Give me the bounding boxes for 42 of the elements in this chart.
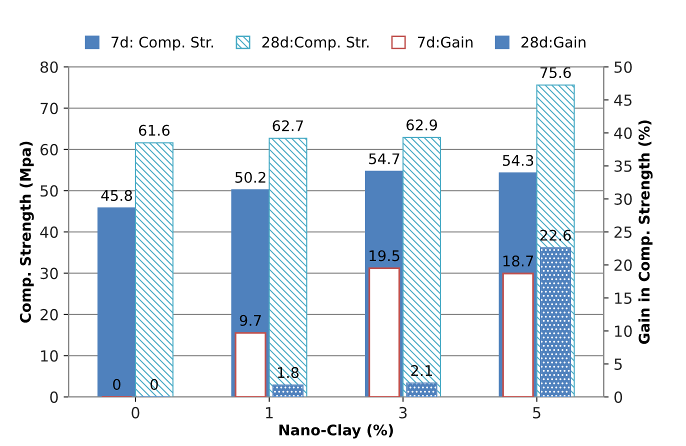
y2-tick-label: 30 bbox=[614, 193, 632, 205]
data-label: 0 bbox=[113, 378, 120, 390]
legend-label: 28d:Comp. Str. bbox=[262, 36, 369, 50]
legend-label: 7d:Gain bbox=[418, 36, 473, 48]
y-tick-label: 0 bbox=[50, 391, 58, 403]
x-tick-label: 5 bbox=[533, 407, 540, 418]
y2-tick-label: 50 bbox=[614, 61, 632, 73]
data-label: 61.6 bbox=[138, 124, 170, 136]
y2-tick-label: 25 bbox=[614, 226, 632, 238]
y-tick-label: 20 bbox=[40, 308, 58, 320]
legend-label: 28d:Gain bbox=[521, 36, 586, 48]
data-label: 45.8 bbox=[101, 190, 132, 201]
y2-tick-label: 40 bbox=[614, 127, 632, 139]
y-tick-label: 60 bbox=[40, 144, 58, 156]
y2-tick-label: 35 bbox=[614, 160, 632, 172]
x-tick-label: 1 bbox=[266, 407, 273, 418]
y-tick-label: 80 bbox=[40, 61, 58, 73]
y2-tick-label: 10 bbox=[615, 325, 632, 337]
y2-tick-label: 5 bbox=[614, 358, 622, 370]
data-label: 19.5 bbox=[370, 250, 400, 262]
data-label: 54.7 bbox=[369, 153, 400, 164]
legend-label: 7d: Comp. Str. bbox=[112, 36, 214, 50]
data-label: 9.7 bbox=[240, 314, 261, 326]
x-tick-label: 0 bbox=[132, 406, 140, 418]
y-tick-label: 40 bbox=[40, 226, 58, 238]
y2-tick-label: 0 bbox=[614, 391, 622, 403]
y2-tick-label: 20 bbox=[614, 259, 632, 271]
y2-tick-label: 15 bbox=[615, 292, 632, 304]
data-label: 54.3 bbox=[502, 154, 534, 166]
x-tick-label: 3 bbox=[399, 406, 407, 418]
data-label: 62.9 bbox=[406, 119, 437, 130]
y2-axis-title: Gain in Comp. Strength (%) bbox=[638, 120, 653, 344]
x-axis-title: Nano-Clay (%) bbox=[279, 424, 393, 438]
data-label: 62.7 bbox=[272, 120, 303, 132]
y-tick-label: 70 bbox=[40, 102, 58, 114]
y2-tick-label: 45 bbox=[614, 94, 632, 106]
y-tick-label: 50 bbox=[40, 185, 58, 197]
y-tick-label: 30 bbox=[40, 268, 58, 280]
data-label: 50.2 bbox=[235, 172, 266, 183]
data-label: 18.7 bbox=[503, 255, 534, 267]
y-axis-title: Comp. Strength (Mpa) bbox=[20, 142, 34, 323]
y-tick-label: 10 bbox=[41, 350, 58, 362]
